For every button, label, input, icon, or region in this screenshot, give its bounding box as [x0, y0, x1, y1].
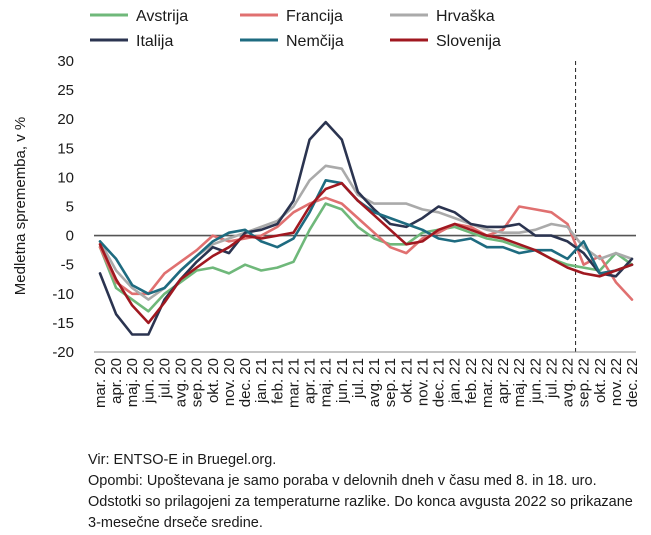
x-tick-label: sep. 22	[576, 358, 593, 407]
chart-notes: Vir: ENTSO-E in Bruegel.org. Opombi: Upo…	[88, 450, 648, 534]
legend-label: Nemčija	[286, 33, 344, 50]
x-tick-label: feb. 21	[269, 358, 286, 404]
x-tick-label: dec. 21	[431, 358, 448, 407]
x-tick-label: avg. 22	[560, 358, 577, 407]
series-line-avstrija	[98, 202, 634, 313]
x-tick-label: avg. 21	[366, 358, 383, 407]
series-line-italija	[98, 120, 634, 336]
y-tick-label: 0	[66, 228, 74, 245]
legend-label: Hrvaška	[436, 8, 495, 25]
legend-label: Italija	[136, 33, 173, 50]
series-line-francija	[98, 196, 634, 301]
y-tick-label: 20	[57, 111, 74, 128]
x-tick-label: feb. 22	[463, 358, 480, 404]
x-tick-label: mar. 20	[92, 358, 109, 408]
x-tick-label: mar. 21	[285, 358, 302, 408]
remark-note: Opombi: Upoštevana je samo poraba v delo…	[88, 473, 633, 531]
x-tick-label: nov. 20	[221, 358, 238, 406]
x-tick-label: okt. 20	[205, 358, 222, 403]
x-tick-label: jul. 21	[350, 358, 367, 399]
x-tick-label: mar. 22	[479, 358, 496, 408]
x-tick-label: apr. 21	[302, 358, 319, 404]
x-tick-label: maj. 21	[318, 358, 335, 407]
x-tick-label: jun. 21	[334, 358, 351, 404]
x-tick-label: jun. 20	[140, 358, 157, 404]
x-tick-label: jan. 21	[253, 358, 270, 404]
x-tick-label: apr. 22	[495, 358, 512, 404]
y-axis-label: Medletna sprememba, v %	[12, 117, 29, 295]
x-axis: mar. 20 apr. 20 maj. 20 jun. 20 jul. 20 avg. …	[92, 351, 641, 408]
y-axis: -20 -15 -10 -5 0 5 10 15 20 25 30	[52, 53, 74, 361]
source-note: Vir: ENTSO-E in Bruegel.org.	[88, 452, 277, 468]
legend-label: Francija	[286, 8, 343, 25]
x-tick-label: apr. 20	[108, 358, 125, 404]
x-tick-label: maj. 22	[511, 358, 528, 407]
x-tick-label: dec. 20	[237, 358, 254, 407]
y-tick-label: 15	[57, 140, 74, 157]
y-tick-label: 5	[66, 199, 74, 216]
x-tick-label: avg. 20	[173, 358, 190, 407]
x-tick-label: jul. 20	[156, 358, 173, 399]
x-tick-label: jul. 22	[543, 358, 560, 399]
y-tick-label: -10	[52, 286, 74, 303]
x-tick-label: okt. 21	[398, 358, 415, 403]
y-tick-label: -20	[52, 344, 74, 361]
legend-label: Avstrija	[136, 8, 188, 25]
x-tick-label: nov. 21	[414, 358, 431, 406]
legend-label: Slovenija	[436, 33, 501, 50]
plot-area	[94, 61, 636, 352]
y-tick-label: 10	[57, 169, 74, 186]
x-tick-label: dec. 22	[624, 358, 641, 407]
y-tick-label: 30	[57, 53, 74, 70]
line-chart: Avstrija Francija Hrvaška Italija Nemčija Slo…	[12, 8, 641, 408]
y-tick-label: 25	[57, 82, 74, 99]
y-tick-label: -5	[61, 257, 74, 274]
x-tick-label: sep. 21	[382, 358, 399, 407]
x-tick-label: sep. 20	[189, 358, 206, 407]
x-tick-label: nov. 22	[608, 358, 625, 406]
x-tick-label: okt. 22	[592, 358, 609, 403]
x-tick-label: jan. 22	[447, 358, 464, 404]
series-line-slovenija	[98, 181, 634, 325]
chart-legend: Avstrija Francija Hrvaška Italija Nemčija Slo…	[90, 8, 501, 50]
x-tick-label: jun. 22	[527, 358, 544, 404]
y-tick-label: -15	[52, 315, 74, 332]
x-tick-label: maj. 20	[124, 358, 141, 407]
